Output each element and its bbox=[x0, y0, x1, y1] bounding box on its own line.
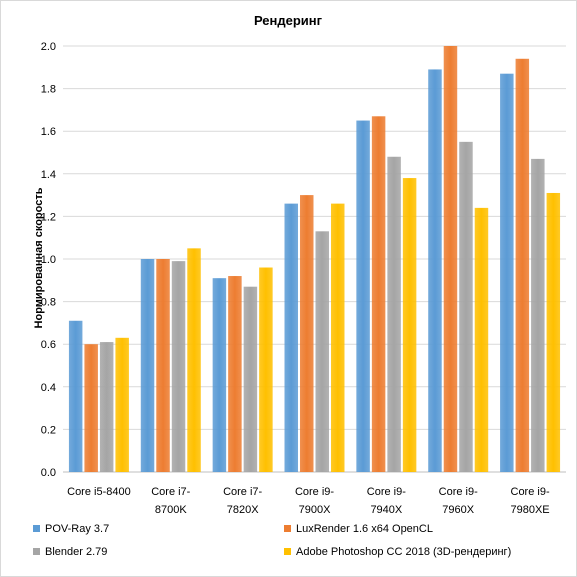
x-tick-line: 7960X bbox=[442, 504, 474, 516]
legend-label: LuxRender 1.6 x64 OpenCL bbox=[296, 523, 433, 535]
bar bbox=[171, 261, 186, 472]
x-tick-label: Core i5-8400 bbox=[67, 486, 131, 498]
bar bbox=[443, 46, 458, 472]
bar bbox=[259, 267, 273, 472]
y-tick-label: 1.2 bbox=[41, 211, 56, 223]
legend-label: Blender 2.79 bbox=[45, 546, 107, 558]
bar bbox=[402, 178, 417, 472]
bar bbox=[371, 116, 386, 472]
x-tick-line: 7980XE bbox=[510, 504, 549, 516]
x-tick-line: 7820X bbox=[227, 504, 259, 516]
y-tick-label: 0.4 bbox=[41, 382, 56, 394]
x-tick-label: Core i7- 8700K bbox=[151, 486, 190, 516]
x-tick-line: 7940X bbox=[370, 504, 402, 516]
bar bbox=[515, 58, 530, 472]
bar bbox=[243, 286, 258, 472]
bar bbox=[315, 231, 329, 472]
bar bbox=[284, 203, 298, 472]
bar bbox=[228, 276, 242, 472]
legend-swatch bbox=[33, 525, 40, 532]
x-tick-line: Core i7- bbox=[151, 486, 190, 498]
bar bbox=[68, 320, 83, 472]
bar bbox=[428, 69, 442, 473]
bar bbox=[531, 158, 545, 472]
chart-title: Рендеринг bbox=[254, 13, 323, 28]
bar bbox=[546, 192, 561, 472]
bar bbox=[99, 342, 114, 472]
y-tick-label: 1.4 bbox=[41, 169, 56, 181]
y-tick-label: 0.6 bbox=[41, 339, 56, 351]
y-tick-label: 1.0 bbox=[41, 254, 56, 266]
x-tick-line: 8700K bbox=[155, 504, 187, 516]
legend-label: Adobe Photoshop CC 2018 (3D-рендеринг) bbox=[296, 546, 511, 558]
legend: POV-Ray 3.7 LuxRender 1.6 x64 OpenCL Blend… bbox=[33, 523, 511, 558]
gridlines bbox=[63, 45, 566, 473]
bar bbox=[212, 278, 227, 472]
y-axis-label: Нормированная скорость bbox=[33, 187, 45, 328]
bar bbox=[500, 73, 514, 472]
bar bbox=[140, 259, 155, 472]
bars bbox=[68, 46, 561, 473]
x-tick-line: 7900X bbox=[299, 504, 331, 516]
y-tick-label: 1.8 bbox=[41, 84, 56, 96]
y-tick-label: 0.0 bbox=[41, 467, 56, 479]
bar bbox=[356, 120, 370, 473]
y-tick-label: 1.6 bbox=[41, 126, 56, 138]
legend-label: POV-Ray 3.7 bbox=[45, 523, 109, 535]
legend-swatch bbox=[284, 548, 291, 555]
x-tick-line: Core i9- bbox=[511, 486, 550, 498]
bar bbox=[331, 203, 345, 472]
x-tick-line: Core i5-8400 bbox=[67, 486, 131, 498]
x-tick-label: Core i9- 7960X bbox=[439, 486, 478, 516]
x-tick-label: Core i9- 7900X bbox=[295, 486, 334, 516]
x-tick-label: Core i9- 7980XE bbox=[510, 486, 549, 516]
x-tick-label: Core i7- 7820X bbox=[223, 486, 262, 516]
y-axis-ticks: 0.0 0.2 0.4 0.6 0.8 1.0 1.2 1.4 1.6 1.8 2.0 bbox=[41, 41, 56, 479]
bar bbox=[156, 259, 170, 472]
bar bbox=[474, 207, 489, 472]
bar bbox=[84, 344, 98, 472]
x-tick-line: Core i9- bbox=[439, 486, 478, 498]
x-tick-line: Core i9- bbox=[295, 486, 334, 498]
y-tick-label: 0.2 bbox=[41, 424, 56, 436]
y-tick-label: 0.8 bbox=[41, 297, 56, 309]
bar bbox=[459, 141, 473, 472]
y-tick-label: 2.0 bbox=[41, 41, 56, 53]
x-tick-label: Core i9- 7940X bbox=[367, 486, 406, 516]
bar bbox=[387, 156, 401, 472]
bar bbox=[115, 337, 129, 472]
legend-swatch bbox=[284, 525, 291, 532]
x-tick-line: Core i7- bbox=[223, 486, 262, 498]
bar bbox=[300, 195, 314, 472]
legend-swatch bbox=[33, 548, 40, 555]
bar bbox=[187, 248, 201, 472]
x-tick-line: Core i9- bbox=[367, 486, 406, 498]
